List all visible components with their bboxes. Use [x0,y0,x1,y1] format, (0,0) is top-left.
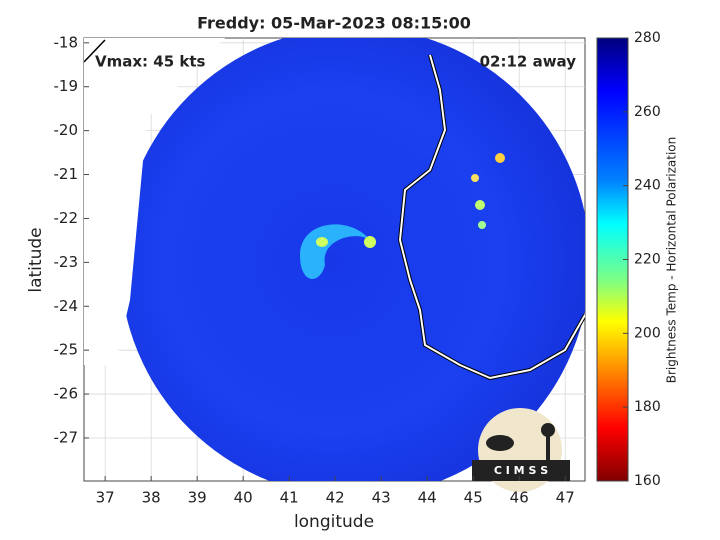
colorbar-label: Brightness Temp - Horizontal Polarizatio… [665,137,679,384]
hot-spot [495,153,505,163]
logo-dish [486,435,514,451]
x-tick-label: 38 [142,489,161,507]
swath-cut [84,38,225,365]
x-tick-label: 40 [234,489,253,507]
y-tick-label: -24 [54,297,79,315]
logo-text: C I M S S [494,464,548,477]
y-tick-label: -22 [54,209,79,227]
x-tick-label: 41 [280,489,299,507]
colorbar [596,37,629,482]
hot-spot [364,236,376,248]
colorbar-tick-label: 180 [634,399,661,415]
chart-title: Freddy: 05-Mar-2023 08:15:00 [197,14,471,33]
swath [84,38,585,481]
x-tick-label: 37 [96,489,115,507]
border-line [84,39,106,63]
logo-band [472,460,570,481]
x-tick-label: 45 [464,489,483,507]
colorbar-tick-label: 280 [634,30,661,46]
logo-tower [546,430,550,460]
colorbar-tick-label: 200 [634,325,661,341]
x-tick-label: 42 [326,489,345,507]
x-tick-label: 39 [188,489,207,507]
eyewall [300,224,370,279]
x-tick-label: 43 [372,489,391,507]
y-tick-label: -20 [54,121,79,139]
y-tick-label: -23 [54,253,79,271]
logo-tank [541,423,555,437]
colorbar-tick-label: 240 [634,178,661,194]
x-tick-label: 44 [418,489,437,507]
logo: C I M S S [472,408,570,492]
x-tick-label: 46 [510,489,529,507]
colorbar-tick-label: 260 [634,104,661,120]
x-axis-label: longitude [294,512,374,532]
hot-spot [316,237,328,247]
y-axis-label: latitude [26,227,46,292]
hot-spot [471,174,479,182]
y-tick-label: -26 [54,385,79,403]
colorbar-tick-label: 160 [634,473,661,489]
y-tick-label: -21 [54,165,79,183]
x-tick-label: 47 [556,489,575,507]
annotation: 02:12 away [480,53,577,71]
y-tick-label: -18 [54,33,79,51]
hot-spot [478,221,486,229]
hot-spot [475,200,485,210]
y-tick-label: -25 [54,341,79,359]
coastline [398,54,585,380]
colorbar-tick-label: 220 [634,252,661,268]
y-tick-label: -27 [54,428,79,446]
annotation: Vmax: 45 kts [95,53,205,71]
y-tick-label: -19 [54,77,79,95]
